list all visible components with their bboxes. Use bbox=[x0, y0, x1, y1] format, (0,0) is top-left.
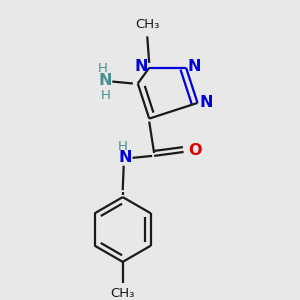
Text: CH₃: CH₃ bbox=[110, 287, 135, 300]
Text: N: N bbox=[99, 73, 112, 88]
Text: O: O bbox=[189, 143, 202, 158]
Text: N: N bbox=[200, 95, 213, 110]
Text: N: N bbox=[187, 59, 201, 74]
Text: H: H bbox=[100, 89, 110, 102]
Text: N: N bbox=[119, 150, 132, 165]
Text: H: H bbox=[98, 62, 107, 75]
Text: H: H bbox=[118, 140, 128, 153]
Text: CH₃: CH₃ bbox=[135, 18, 159, 31]
Text: N: N bbox=[135, 59, 148, 74]
